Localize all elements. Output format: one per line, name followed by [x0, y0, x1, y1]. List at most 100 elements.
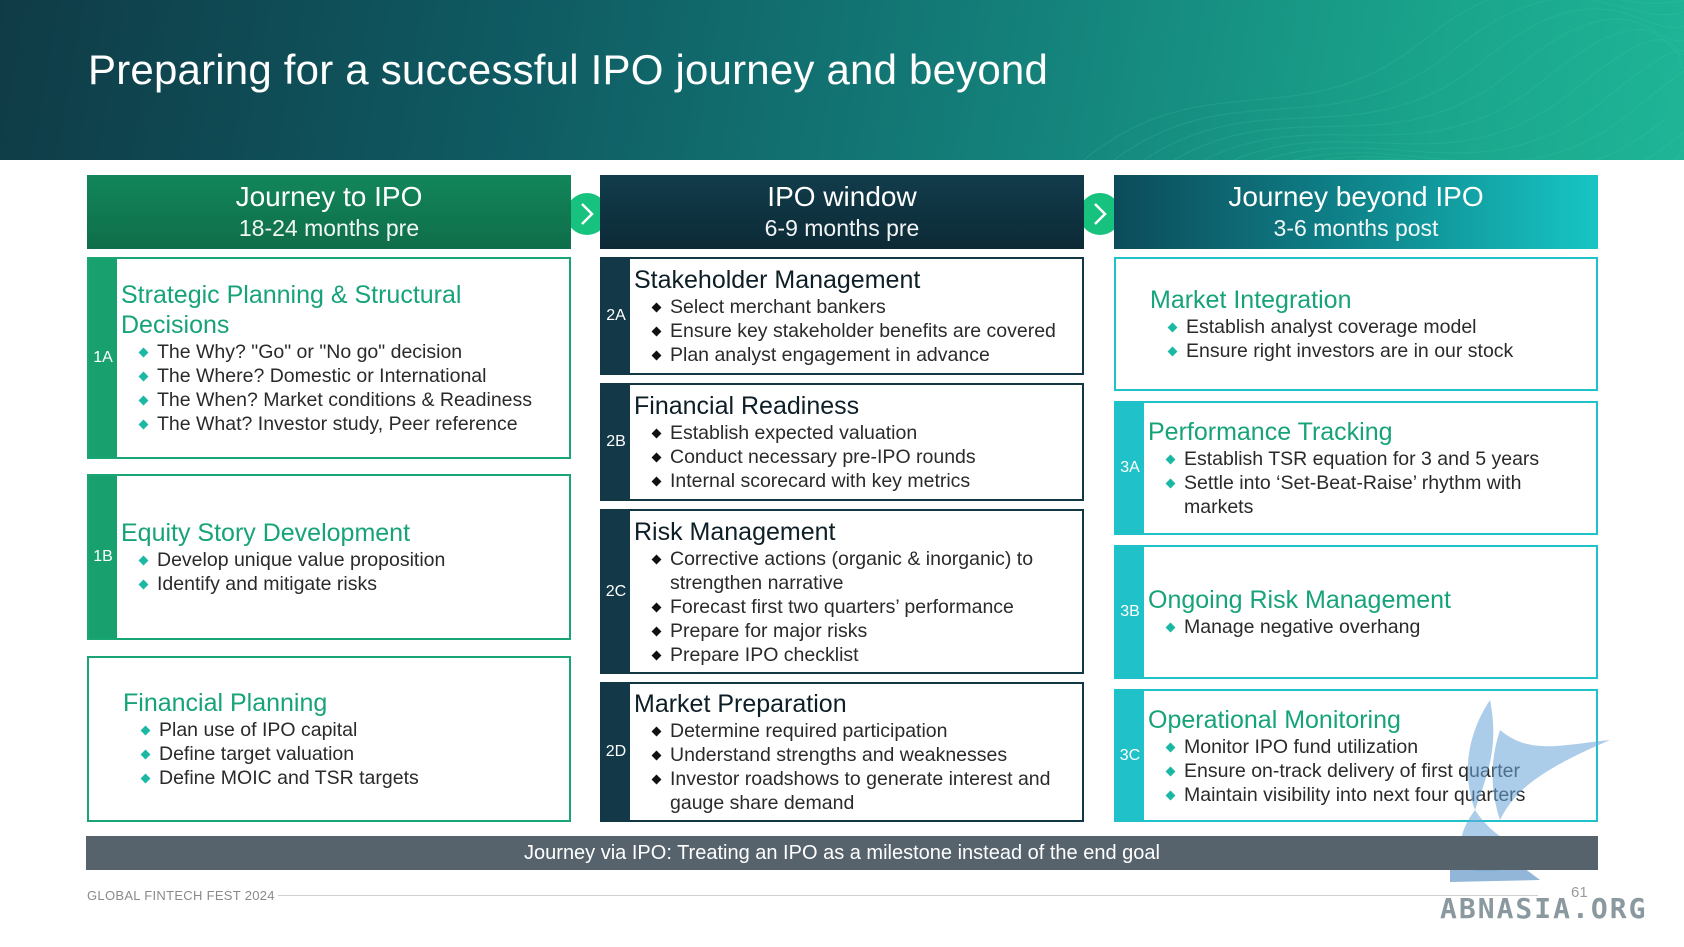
- diamond-bullet-icon: [651, 554, 662, 564]
- footer-divider: [278, 895, 1538, 896]
- card-strategic-planning: 1A Strategic Planning & Structural Decis…: [87, 257, 571, 459]
- bullet-item: Establish expected valuation: [650, 421, 1082, 445]
- bullet-item: Settle into ‘Set-Beat-Raise’ rhythm with…: [1164, 471, 1596, 519]
- card-title: Market Integration: [1150, 286, 1352, 314]
- diamond-bullet-icon: [1165, 742, 1176, 752]
- diamond-bullet-icon: [140, 749, 151, 760]
- bullet-item: Internal scorecard with key metrics: [650, 469, 1082, 493]
- diamond-bullet-icon: [651, 350, 662, 361]
- diamond-bullet-icon: [138, 579, 149, 590]
- column-ipo-window: IPO window 6-9 months pre: [600, 175, 1084, 249]
- diamond-bullet-icon: [651, 452, 662, 463]
- footer-brand: GLOBAL FINTECH FEST 2024: [87, 888, 275, 903]
- column-header: Journey to IPO 18-24 months pre: [87, 175, 571, 249]
- card-title: Market Preparation: [634, 690, 847, 718]
- bullet-item: Plan analyst engagement in advance: [650, 343, 1082, 367]
- diamond-bullet-icon: [138, 419, 149, 430]
- diamond-bullet-icon: [138, 395, 149, 406]
- card-stakeholder-management: 2A Stakeholder Management Select merchan…: [600, 257, 1084, 375]
- card-title: Financial Readiness: [634, 392, 860, 420]
- bullet-item: Ensure key stakeholder benefits are cove…: [650, 319, 1082, 343]
- diamond-bullet-icon: [1167, 346, 1178, 357]
- diamond-bullet-icon: [651, 602, 662, 612]
- bullet-item: Conduct necessary pre-IPO rounds: [650, 445, 1082, 469]
- card-equity-story: 1B Equity Story Development Develop uniq…: [87, 474, 571, 640]
- column-title: Journey beyond IPO: [1228, 181, 1484, 212]
- diamond-bullet-icon: [138, 347, 149, 358]
- bullet-item: Select merchant bankers: [650, 295, 1082, 319]
- card-title: Financial Planning: [123, 689, 328, 717]
- diamond-bullet-icon: [651, 750, 662, 761]
- card-market-integration: Market Integration Establish analyst cov…: [1114, 257, 1598, 391]
- diamond-bullet-icon: [1167, 322, 1178, 333]
- card-tag: 3B: [1116, 547, 1144, 677]
- bullet-item: Forecast first two quarters’ performance: [650, 595, 1082, 619]
- diamond-bullet-icon: [1165, 766, 1176, 776]
- card-tag: 2B: [602, 385, 630, 499]
- card-tag: 3C: [1116, 691, 1144, 820]
- page-number: 61: [1571, 884, 1588, 901]
- card-title: Ongoing Risk Management: [1148, 586, 1451, 614]
- diamond-bullet-icon: [651, 428, 662, 439]
- bullet-item: The Why? "Go" or "No go" decision: [137, 340, 569, 364]
- diamond-bullet-icon: [651, 774, 662, 785]
- card-tag: 1A: [89, 259, 117, 457]
- footer-banner: Journey via IPO: Treating an IPO as a mi…: [86, 836, 1598, 870]
- bullet-item: Ensure on-track delivery of first quarte…: [1164, 759, 1596, 783]
- diamond-bullet-icon: [1165, 790, 1176, 800]
- bullet-item: Maintain visibility into next four quart…: [1164, 783, 1596, 807]
- diamond-bullet-icon: [651, 650, 662, 660]
- diamond-bullet-icon: [140, 725, 151, 736]
- diamond-bullet-icon: [1165, 622, 1176, 633]
- card-tag: [89, 658, 119, 820]
- bullet-item: Manage negative overhang: [1164, 615, 1596, 639]
- card-financial-planning: Financial Planning Plan use of IPO capit…: [87, 656, 571, 822]
- diamond-bullet-icon: [1165, 454, 1176, 465]
- column-subtitle: 3-6 months post: [1273, 215, 1439, 241]
- bullet-item: Monitor IPO fund utilization: [1164, 735, 1596, 759]
- card-financial-readiness: 2B Financial Readiness Establish expecte…: [600, 383, 1084, 501]
- card-title: Stakeholder Management: [634, 266, 921, 294]
- card-tag: 1B: [89, 476, 117, 638]
- diamond-bullet-icon: [1165, 478, 1176, 489]
- column-header: IPO window 6-9 months pre: [600, 175, 1084, 249]
- card-title: Operational Monitoring: [1148, 705, 1401, 734]
- card-market-preparation: 2D Market Preparation Determine required…: [600, 682, 1084, 822]
- column-journey-beyond-ipo: Journey beyond IPO 3-6 months post: [1114, 175, 1598, 249]
- card-tag: 2A: [602, 259, 630, 373]
- bullet-item: Establish TSR equation for 3 and 5 years: [1164, 447, 1596, 471]
- card-tag: 2D: [602, 684, 630, 820]
- bullet-item: Define target valuation: [139, 742, 569, 766]
- card-risk-management: 2C Risk Management Corrective actions (o…: [600, 509, 1084, 674]
- card-ongoing-risk-management: 3B Ongoing Risk Management Manage negati…: [1114, 545, 1598, 679]
- column-journey-to-ipo: Journey to IPO 18-24 months pre: [87, 175, 571, 249]
- diamond-bullet-icon: [651, 726, 662, 737]
- column-header: Journey beyond IPO 3-6 months post: [1114, 175, 1598, 249]
- bullet-item: Prepare for major risks: [650, 619, 1082, 643]
- diamond-bullet-icon: [651, 326, 662, 337]
- bullet-item: Plan use of IPO capital: [139, 718, 569, 742]
- card-title: Strategic Planning & Structural Decision…: [121, 281, 462, 339]
- column-title: IPO window: [767, 181, 917, 212]
- bullet-item: Identify and mitigate risks: [137, 572, 569, 596]
- wave-pattern-decoration: [1083, 0, 1684, 160]
- column-title: Journey to IPO: [235, 181, 423, 212]
- bullet-item: Corrective actions (organic & inorganic)…: [650, 547, 1082, 595]
- diamond-bullet-icon: [651, 302, 662, 313]
- bullet-item: The What? Investor study, Peer reference: [137, 412, 569, 436]
- watermark-text: ABNASIA.ORG: [1440, 892, 1648, 925]
- card-tag: [1116, 259, 1146, 389]
- diamond-bullet-icon: [138, 555, 149, 566]
- bullet-item: The When? Market conditions & Readiness: [137, 388, 569, 412]
- card-performance-tracking: 3A Performance Tracking Establish TSR eq…: [1114, 401, 1598, 535]
- column-subtitle: 6-9 months pre: [764, 215, 920, 241]
- card-title: Equity Story Development: [121, 519, 411, 547]
- bullet-item: Define MOIC and TSR targets: [139, 766, 569, 790]
- bullet-item: Develop unique value proposition: [137, 548, 569, 572]
- diamond-bullet-icon: [651, 476, 662, 487]
- card-title: Performance Tracking: [1148, 418, 1393, 446]
- bullet-item: Ensure right investors are in our stock: [1166, 339, 1596, 363]
- bullet-item: Understand strengths and weaknesses: [650, 743, 1082, 767]
- card-tag: 2C: [602, 511, 630, 672]
- page-title: Preparing for a successful IPO journey a…: [88, 46, 1049, 93]
